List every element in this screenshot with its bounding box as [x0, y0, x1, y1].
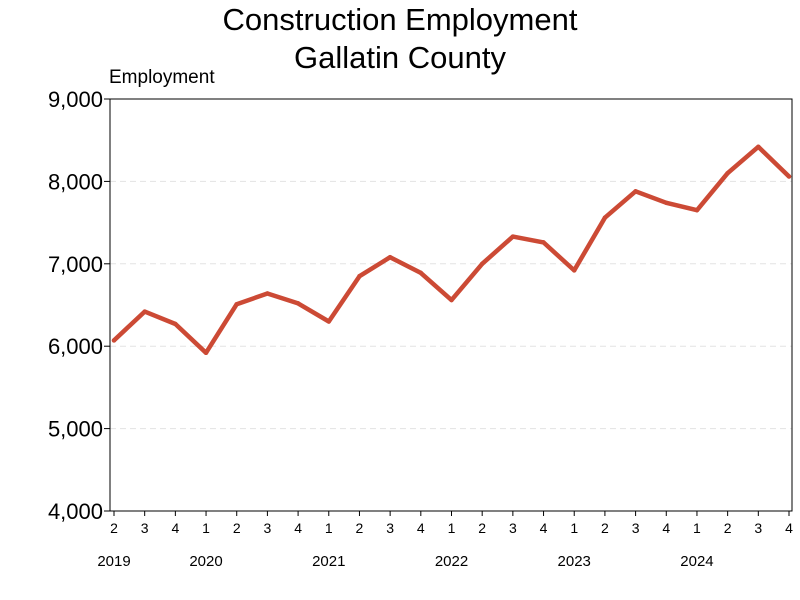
x-year-label: 2024 [680, 553, 713, 570]
x-tick-label: 1 [693, 520, 701, 536]
data-point [449, 297, 454, 303]
x-year-label: 2022 [435, 553, 468, 570]
y-tick-label: 5,000 [48, 417, 103, 442]
data-point [295, 301, 301, 306]
x-year-label: 2021 [312, 553, 345, 570]
x-tick-label: 4 [417, 520, 425, 536]
x-tick-label: 3 [386, 520, 394, 536]
x-axis: 2 3 4 1 2 3 4 1 2 3 4 1 2 3 4 1 2 3 4 1 2 3 4 2019 2020 2021 2022 2… [97, 511, 793, 570]
x-tick-label: 4 [171, 520, 179, 536]
data-point [418, 270, 424, 276]
x-tick-label: 1 [570, 520, 578, 536]
y-axis: 4,000 5,000 6,000 7,000 8,000 9,000 [48, 87, 110, 524]
y-tick-label: 4,000 [48, 499, 103, 524]
y-tick-label: 6,000 [48, 334, 103, 359]
series-layer [111, 144, 792, 356]
x-year-label: 2019 [97, 553, 130, 570]
data-point [786, 174, 792, 179]
x-tick-label: 3 [632, 520, 640, 536]
data-point [479, 261, 485, 266]
data-point [387, 255, 393, 260]
y-tick-label: 9,000 [48, 87, 103, 112]
data-point [265, 291, 270, 296]
y-tick-label: 7,000 [48, 252, 103, 277]
data-point [602, 215, 608, 220]
x-year-label: 2020 [189, 553, 222, 570]
y-tick-label: 8,000 [48, 169, 103, 194]
data-point [173, 321, 178, 327]
x-tick-label: 2 [233, 520, 241, 536]
x-tick-label: 2 [601, 520, 609, 536]
x-tick-label: 3 [754, 520, 762, 536]
x-tick-label: 4 [662, 520, 670, 536]
data-point [142, 309, 147, 314]
data-point [541, 240, 546, 245]
x-tick-label: 1 [325, 520, 333, 536]
data-point [234, 301, 239, 307]
data-point [203, 350, 209, 355]
y-axis-label: Employment [109, 67, 215, 88]
x-tick-label: 2 [356, 520, 364, 536]
x-tick-label: 2 [724, 520, 732, 536]
data-point [326, 319, 331, 324]
x-tick-label: 1 [202, 520, 210, 536]
x-tick-label: 1 [448, 520, 456, 536]
data-point [725, 170, 730, 176]
x-tick-label: 4 [540, 520, 548, 536]
x-tick-label: 2 [478, 520, 486, 536]
x-tick-label: 4 [294, 520, 302, 536]
grid-lines [110, 180, 792, 430]
data-point [357, 273, 362, 279]
data-point [572, 268, 577, 273]
series-line [111, 144, 792, 356]
x-tick-label: 3 [264, 520, 272, 536]
chart-subtitle: Gallatin County [294, 40, 506, 75]
data-point [756, 144, 761, 149]
x-tick-label: 4 [785, 520, 793, 536]
data-point [664, 200, 669, 206]
data-point [510, 234, 516, 239]
x-tick-label: 3 [509, 520, 517, 536]
x-year-label: 2023 [558, 553, 591, 570]
chart-title: Construction Employment [222, 2, 578, 37]
data-point [633, 189, 638, 194]
data-point [111, 338, 117, 343]
plot-frame [109, 98, 793, 512]
x-tick-label: 3 [141, 520, 149, 536]
data-point [694, 208, 700, 213]
x-tick-label: 2 [110, 520, 118, 536]
